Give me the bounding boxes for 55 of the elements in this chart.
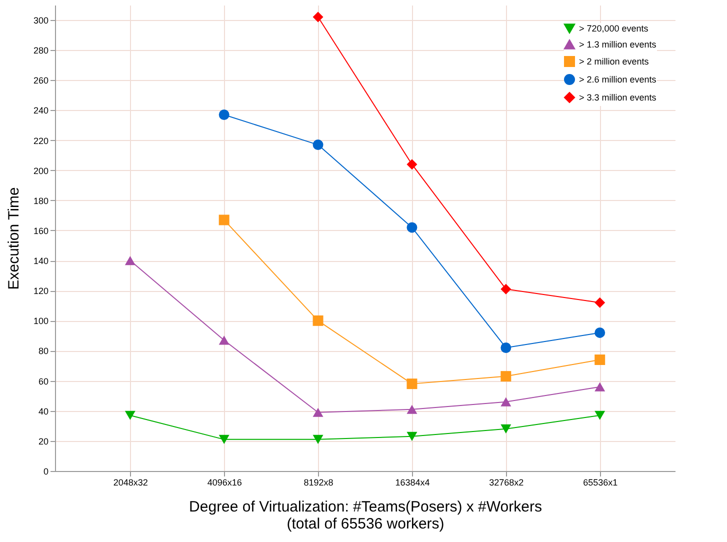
y-tick-label: 180 <box>33 196 48 206</box>
point <box>500 342 512 353</box>
point <box>218 434 230 444</box>
legend-label: > 1.3 million events <box>579 40 657 50</box>
legend-label: > 3.3 million events <box>579 92 657 102</box>
point <box>594 327 606 338</box>
point <box>406 378 418 390</box>
legend-label: > 720,000 events <box>579 24 649 34</box>
x-tick-label: 8192x8 <box>304 478 334 488</box>
point <box>312 315 324 326</box>
point <box>218 110 230 120</box>
y-tick-label: 160 <box>33 226 48 236</box>
point <box>594 382 606 392</box>
point <box>124 256 136 266</box>
y-tick-label: 200 <box>33 166 48 176</box>
point <box>500 284 512 294</box>
x-tick-label: 65536x1 <box>583 478 618 488</box>
y-tick-label: 20 <box>38 436 48 446</box>
y-axis-title: Execution Time <box>5 187 22 290</box>
point <box>218 214 230 226</box>
point <box>594 354 606 366</box>
point <box>500 397 512 406</box>
point <box>312 408 324 417</box>
point <box>312 12 324 22</box>
x-axis-title: Degree of Virtualization: #Teams(Posers) x #Workers (total of 65536 workers) <box>189 498 542 532</box>
y-tick-label: 0 <box>43 466 48 476</box>
point <box>406 404 418 414</box>
y-tick-label: 100 <box>33 316 48 326</box>
y-tick-label: 60 <box>38 376 48 386</box>
point <box>500 371 512 382</box>
x-tick-label: 2048x32 <box>113 478 148 488</box>
y-tick-label: 140 <box>33 256 48 266</box>
y-tick-label: 260 <box>33 76 48 86</box>
point <box>124 410 136 420</box>
legend-label: > 2.6 million events <box>579 74 657 84</box>
point <box>594 410 606 420</box>
x-tick-label: 16384x4 <box>395 478 430 488</box>
point <box>312 434 324 444</box>
point <box>406 432 418 441</box>
y-tick-label: 300 <box>33 16 48 26</box>
point <box>312 140 324 150</box>
point <box>406 159 418 170</box>
point <box>406 222 418 233</box>
y-tick-label: 40 <box>38 406 48 416</box>
point <box>594 297 606 308</box>
y-tick-label: 220 <box>33 136 48 146</box>
y-tick-label: 120 <box>33 286 48 296</box>
point <box>500 424 512 434</box>
y-tick-label: 240 <box>33 106 48 116</box>
y-tick-label: 80 <box>38 346 48 356</box>
legend-label: > 2 million events <box>579 56 650 66</box>
x-tick-label: 32768x2 <box>489 478 524 488</box>
point <box>218 336 230 345</box>
y-tick-label: 280 <box>33 46 48 56</box>
x-tick-label: 4096x16 <box>207 478 242 488</box>
